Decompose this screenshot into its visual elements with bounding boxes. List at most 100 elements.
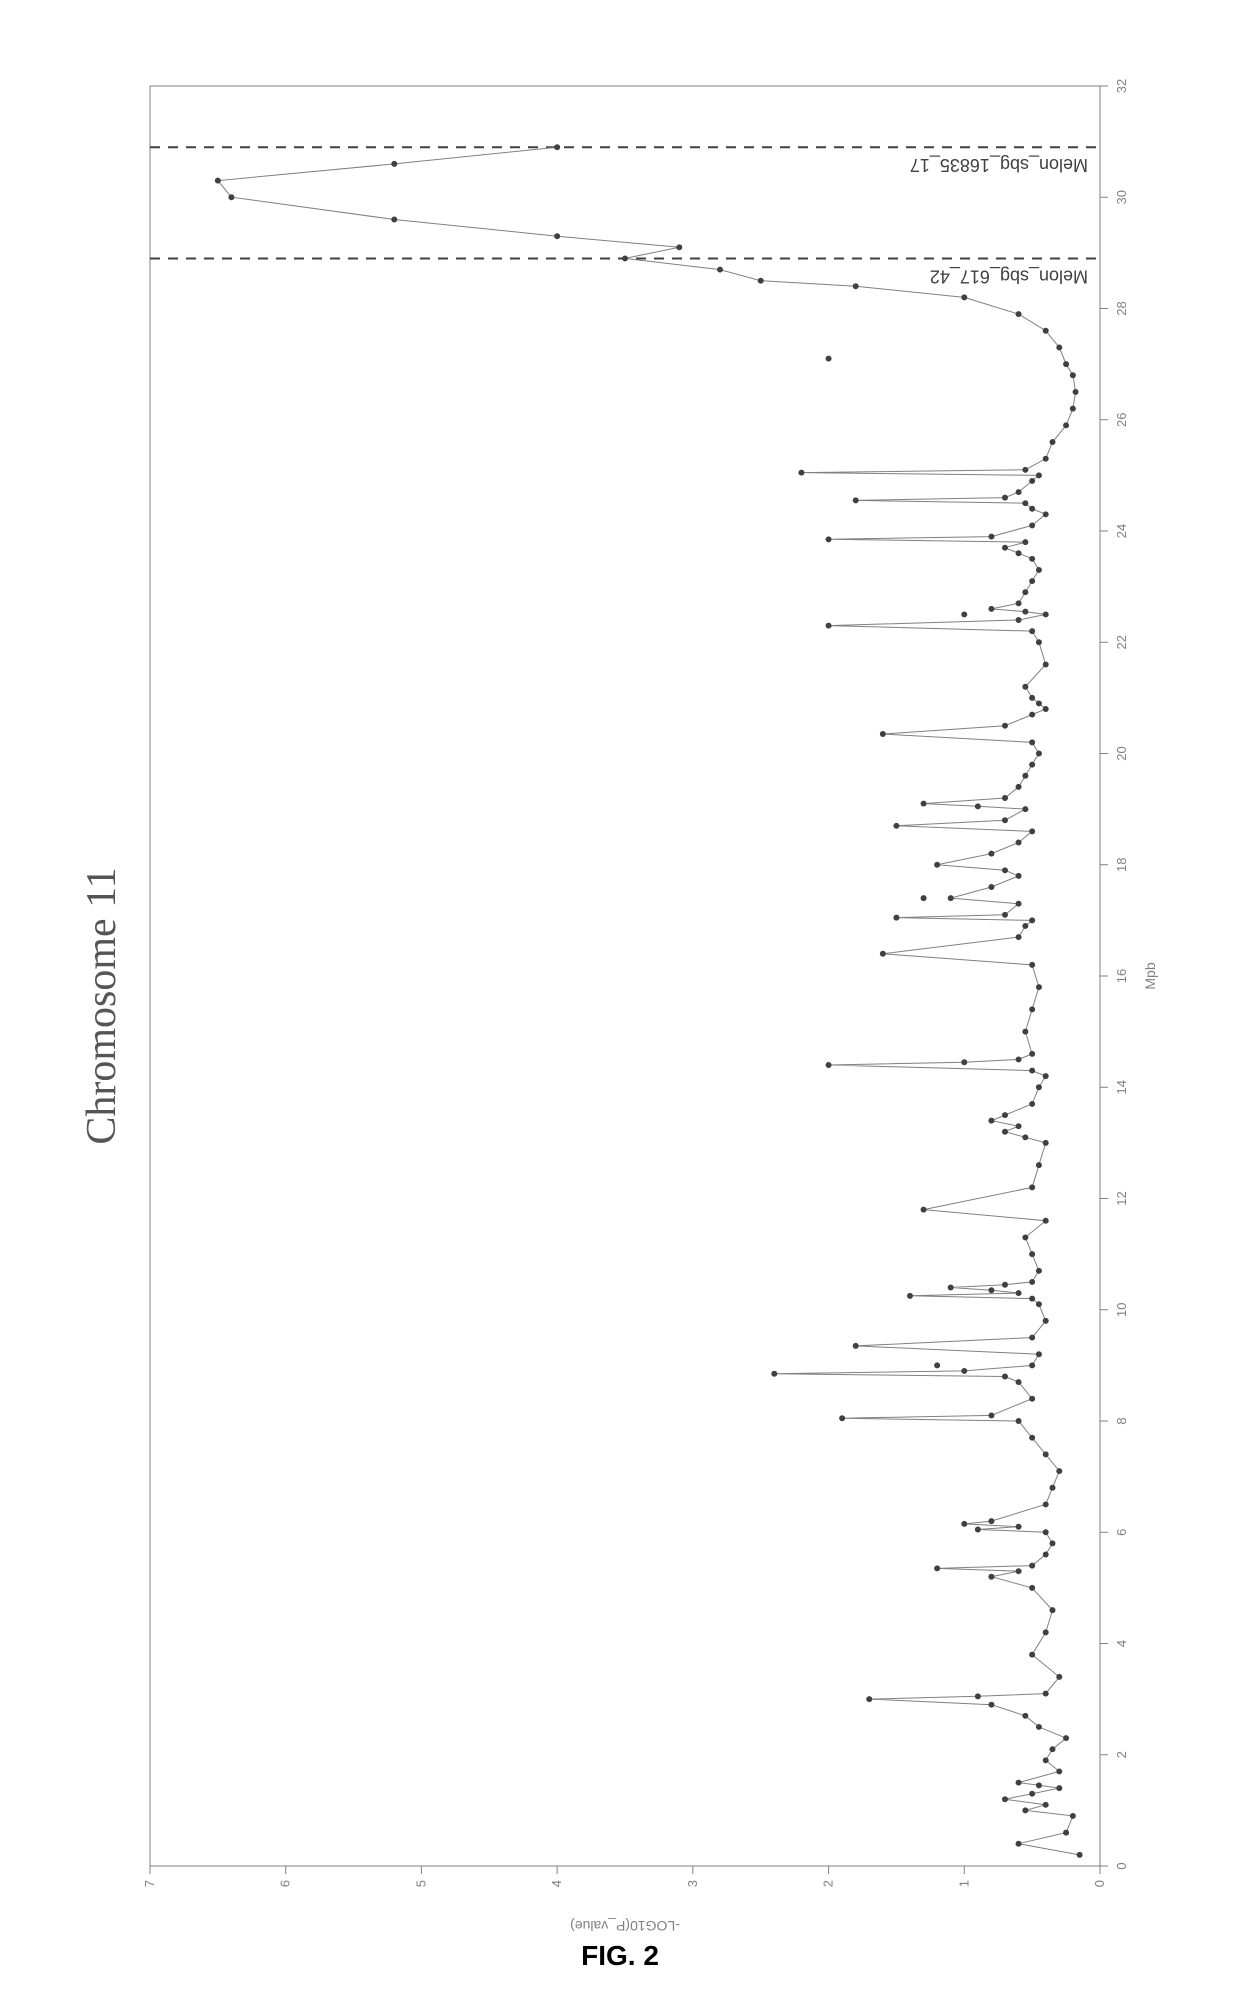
data-point xyxy=(1022,589,1028,595)
data-point xyxy=(1056,1468,1062,1474)
data-point xyxy=(1029,1435,1035,1441)
y-tick-label: 5 xyxy=(413,1880,428,1887)
data-point xyxy=(988,534,994,540)
data-point xyxy=(880,951,886,957)
data-point xyxy=(853,283,859,289)
x-tick-label: 26 xyxy=(1114,413,1129,427)
data-point xyxy=(1043,1529,1049,1535)
data-point xyxy=(1029,917,1035,923)
data-point xyxy=(554,144,560,150)
data-point xyxy=(934,1565,940,1571)
data-point xyxy=(1029,1068,1035,1074)
data-point xyxy=(853,497,859,503)
data-point xyxy=(948,1285,954,1291)
data-point xyxy=(771,1371,777,1377)
data-point xyxy=(1016,1780,1022,1786)
data-point xyxy=(988,851,994,857)
data-point xyxy=(975,803,981,809)
data-point xyxy=(1016,1418,1022,1424)
data-point xyxy=(988,1287,994,1293)
x-tick-label: 4 xyxy=(1114,1640,1129,1647)
data-point xyxy=(228,194,234,200)
data-point xyxy=(961,1521,967,1527)
data-point xyxy=(988,1412,994,1418)
data-point xyxy=(215,178,221,184)
data-point xyxy=(1029,1362,1035,1368)
reference-line-label: Melon_sbg_16835_17 xyxy=(910,154,1088,175)
data-point xyxy=(1036,1724,1042,1730)
data-point xyxy=(1016,1123,1022,1129)
data-point xyxy=(1043,1073,1049,1079)
data-point xyxy=(1022,1807,1028,1813)
data-point xyxy=(1029,695,1035,701)
data-point xyxy=(1022,1029,1028,1035)
data-point xyxy=(1016,550,1022,556)
data-point xyxy=(893,823,899,829)
data-point xyxy=(676,244,682,250)
data-point xyxy=(1002,1374,1008,1380)
data-point xyxy=(758,278,764,284)
data-point xyxy=(1056,1674,1062,1680)
data-point xyxy=(1077,1852,1083,1858)
data-point xyxy=(1029,1006,1035,1012)
data-point xyxy=(1036,1351,1042,1357)
data-point xyxy=(1036,1162,1042,1168)
data-point xyxy=(1036,751,1042,757)
data-point xyxy=(622,255,628,261)
data-point xyxy=(1016,901,1022,907)
data-point xyxy=(1036,1084,1042,1090)
data-point xyxy=(1036,1301,1042,1307)
data-point xyxy=(893,915,899,921)
data-point xyxy=(1029,1251,1035,1257)
data-point xyxy=(1043,1318,1049,1324)
data-point xyxy=(554,233,560,239)
data-point xyxy=(1043,1218,1049,1224)
y-tick-label: 2 xyxy=(821,1880,836,1887)
data-point xyxy=(1056,344,1062,350)
reference-line-label: Melon_sbg_617_42 xyxy=(930,265,1088,286)
y-tick-label: 3 xyxy=(685,1880,700,1887)
data-point xyxy=(1002,817,1008,823)
data-point xyxy=(1016,873,1022,879)
data-point xyxy=(1050,1485,1056,1491)
chart-title: Chromosome 11 xyxy=(78,56,126,1956)
data-point xyxy=(1016,934,1022,940)
data-point xyxy=(1029,739,1035,745)
data-point xyxy=(948,895,954,901)
data-point xyxy=(988,1574,994,1580)
data-point xyxy=(1036,984,1042,990)
data-point xyxy=(1022,1134,1028,1140)
chart-container: Chromosome 11 02468101214161820222426283… xyxy=(50,56,1190,1956)
x-tick-label: 28 xyxy=(1114,301,1129,315)
data-point xyxy=(1050,1746,1056,1752)
data-point xyxy=(988,1702,994,1708)
data-point xyxy=(934,1362,940,1368)
data-point xyxy=(1016,840,1022,846)
data-point xyxy=(880,731,886,737)
data-point xyxy=(1043,662,1049,668)
data-point xyxy=(1043,1140,1049,1146)
data-point xyxy=(1043,456,1049,462)
data-point xyxy=(1063,1830,1069,1836)
data-point xyxy=(1016,617,1022,623)
data-point xyxy=(1022,467,1028,473)
data-point xyxy=(1016,784,1022,790)
x-tick-label: 30 xyxy=(1114,190,1129,204)
data-point xyxy=(975,1526,981,1532)
data-point xyxy=(1043,611,1049,617)
data-point xyxy=(1002,545,1008,551)
data-point xyxy=(1050,1540,1056,1546)
data-point xyxy=(961,1059,967,1065)
data-point xyxy=(1022,773,1028,779)
data-point xyxy=(1036,567,1042,573)
data-point xyxy=(1029,628,1035,634)
x-tick-label: 0 xyxy=(1114,1862,1129,1869)
data-point xyxy=(1029,1184,1035,1190)
data-point xyxy=(1029,578,1035,584)
data-point xyxy=(1016,1379,1022,1385)
data-point xyxy=(1016,1568,1022,1574)
data-point xyxy=(1016,1056,1022,1062)
data-point xyxy=(1043,328,1049,334)
data-point xyxy=(1029,1335,1035,1341)
data-point xyxy=(1036,1268,1042,1274)
